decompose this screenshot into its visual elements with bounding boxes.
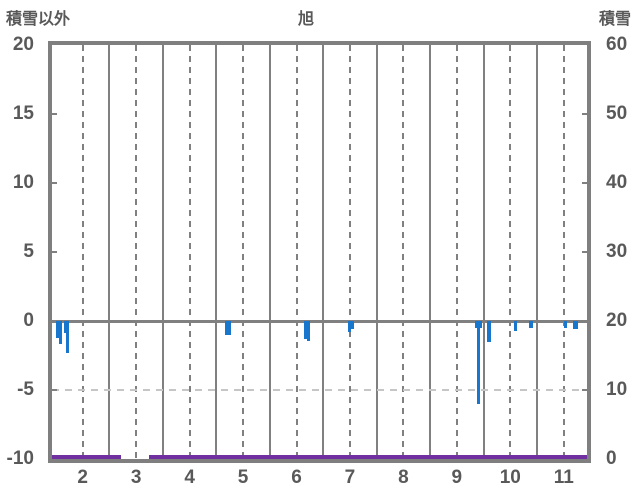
x-tick-label: 4	[184, 467, 195, 488]
right-axis-tick	[582, 389, 587, 391]
grid-line-month-boundary	[108, 45, 111, 459]
y-tick-label-left: 20	[12, 34, 34, 55]
bar	[572, 321, 576, 329]
y-tick-label-left: 10	[12, 172, 34, 193]
y-tick-label-left: 15	[12, 103, 34, 124]
right-axis-tick	[582, 113, 587, 115]
x-tick-label: 10	[499, 467, 521, 488]
y-tick-label-right: 50	[606, 103, 628, 124]
grid-line-month-center	[562, 45, 565, 459]
grid-line-month-center	[242, 45, 245, 459]
bar	[475, 321, 478, 328]
y-tick-label-right: 40	[606, 172, 628, 193]
x-tick-label: 5	[237, 467, 249, 488]
y-tick-label-right: 20	[606, 310, 628, 331]
left-axis-tick	[52, 251, 57, 253]
grid-line-month-center	[188, 45, 191, 459]
grid-line-month-center	[509, 45, 512, 459]
y-tick-label-right: 10	[606, 379, 628, 400]
x-tick-label: 11	[553, 467, 574, 488]
right-axis-title: 積雪	[598, 11, 631, 28]
bar	[486, 321, 491, 342]
right-axis-tick	[582, 182, 587, 184]
bar	[56, 321, 60, 338]
bar	[528, 321, 533, 328]
x-tick-label: 8	[398, 467, 409, 488]
grid-line-month-boundary	[215, 45, 218, 459]
grid-line-month-center	[135, 45, 138, 459]
left-axis-tick	[52, 182, 57, 184]
bar	[480, 321, 483, 328]
grid-line-month-boundary	[429, 45, 432, 459]
minus-five-dashed-line	[52, 389, 587, 391]
bar	[575, 321, 578, 330]
y-tick-label-left: -10	[6, 448, 34, 469]
x-tick-label: 9	[451, 467, 463, 488]
x-tick-label: 3	[130, 467, 142, 488]
chart-title: 旭	[297, 11, 314, 28]
y-tick-label-left: 5	[23, 241, 34, 262]
bar	[306, 321, 310, 341]
grid-line-month-boundary	[482, 45, 485, 459]
y-tick-label-right: 0	[606, 448, 617, 469]
grid-line-month-boundary	[536, 45, 539, 459]
grid-line-month-center	[402, 45, 405, 459]
y-tick-label-left: 0	[23, 310, 34, 331]
bar	[303, 321, 307, 339]
bar	[58, 321, 62, 345]
zero-line	[52, 320, 587, 323]
bar	[351, 321, 355, 329]
bar	[225, 321, 232, 335]
snow-line-segment	[52, 455, 122, 459]
bar	[66, 321, 70, 353]
left-axis-tick	[52, 113, 57, 115]
snow-line-segment	[149, 455, 587, 459]
grid-line-month-boundary	[161, 45, 164, 459]
grid-line-month-center	[295, 45, 298, 459]
y-tick-label-right: 60	[606, 34, 628, 55]
grid-line-month-center	[348, 45, 351, 459]
left-axis-title: 積雪以外	[6, 11, 71, 28]
x-tick-label: 6	[291, 467, 302, 488]
bar	[348, 321, 352, 333]
right-axis-tick	[582, 251, 587, 253]
plot-area	[48, 41, 591, 463]
left-axis-tick	[52, 389, 57, 391]
x-tick-label: 2	[77, 467, 88, 488]
x-tick-label: 7	[344, 467, 356, 488]
grid-line-month-boundary	[375, 45, 378, 459]
grid-line-month-boundary	[268, 45, 271, 459]
grid-line-month-center	[455, 45, 458, 459]
y-tick-label-left: -5	[17, 379, 34, 400]
bar	[477, 321, 481, 404]
y-tick-label-right: 30	[606, 241, 628, 262]
grid-line-month-center	[81, 45, 84, 459]
bar	[63, 321, 67, 334]
bar	[514, 321, 518, 331]
left-axis-tick	[52, 320, 57, 322]
right-axis-tick	[582, 320, 587, 322]
bar	[563, 321, 567, 328]
grid-line-month-boundary	[322, 45, 325, 459]
